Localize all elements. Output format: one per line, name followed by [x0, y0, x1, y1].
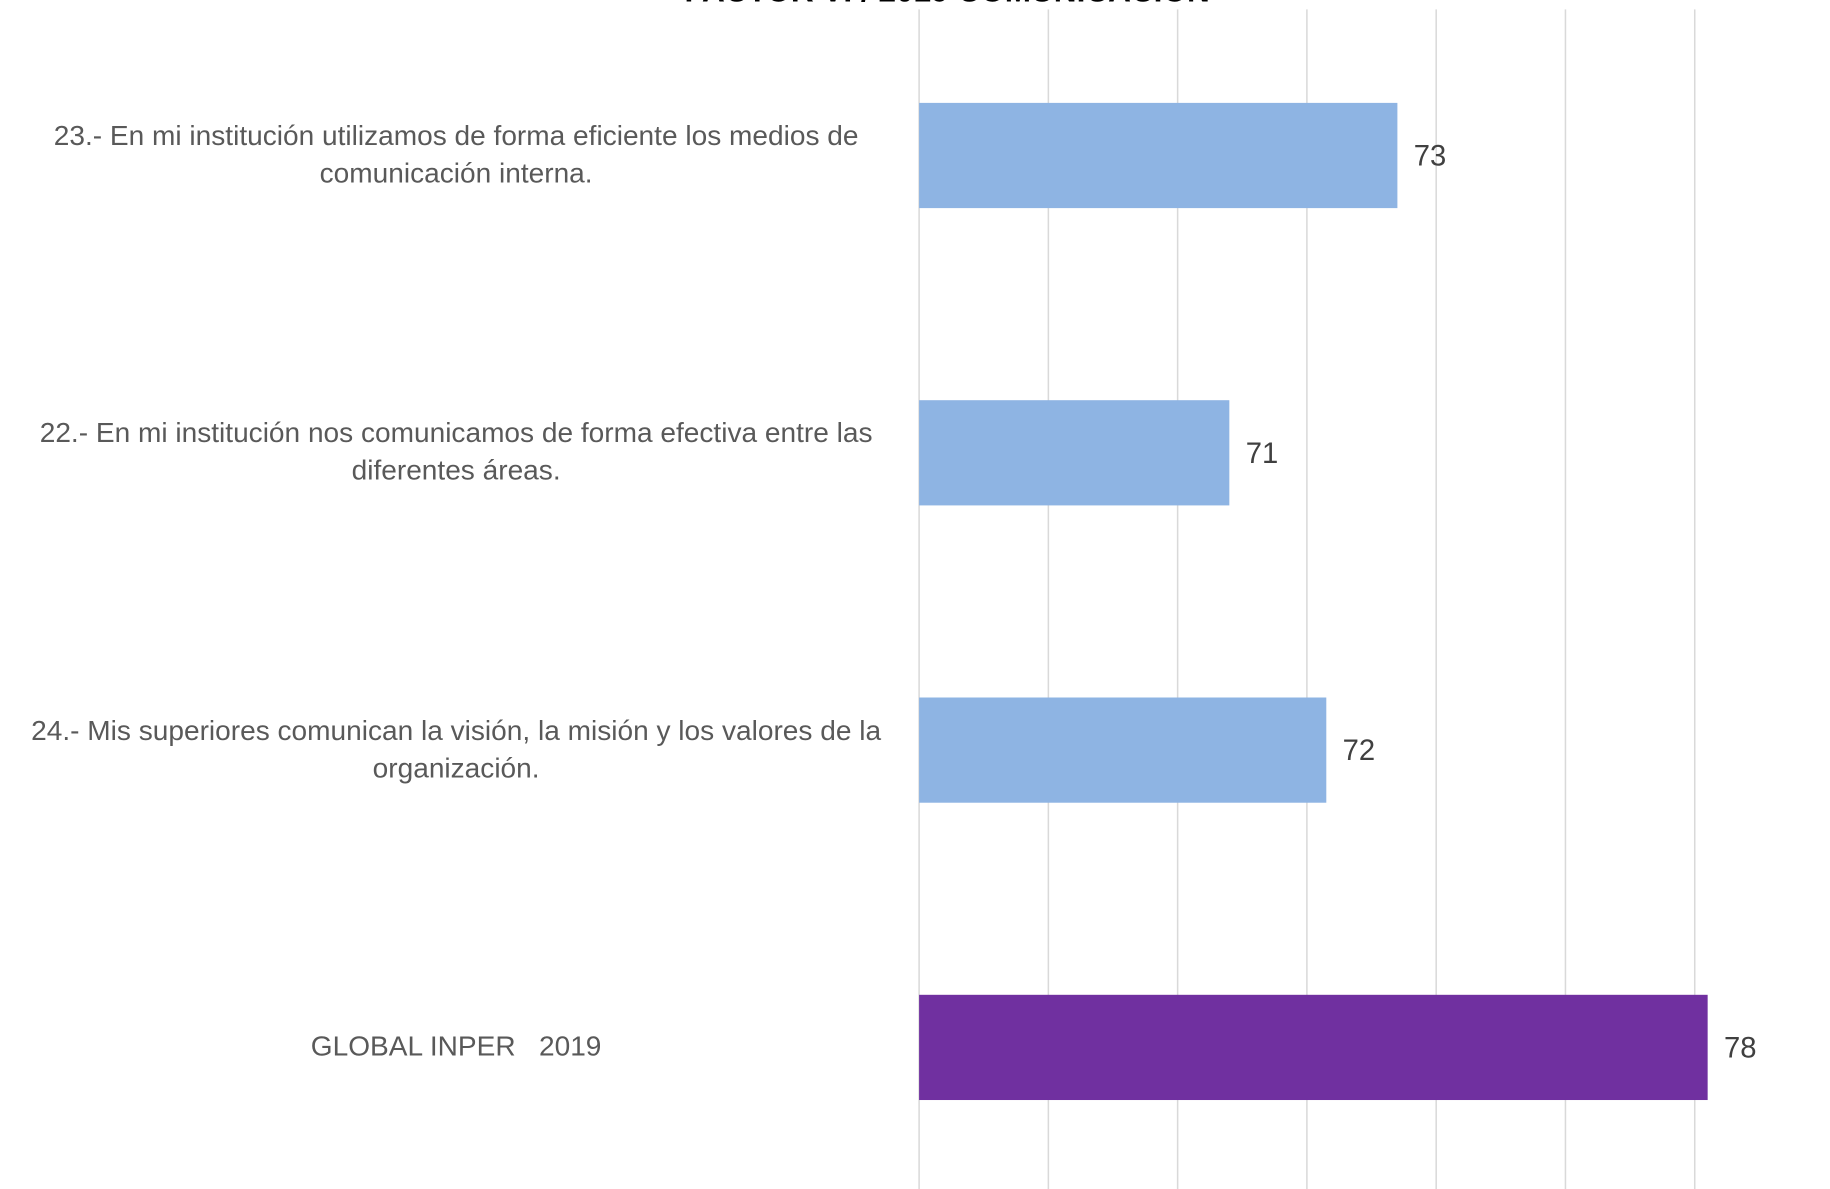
- value-label: 72: [1343, 735, 1376, 767]
- category-label: 24.- Mis superiores comunican la visión,…: [31, 715, 889, 785]
- category-label-box: GLOBAL INPER 2019: [310, 1031, 602, 1063]
- category-label-box: 22.- En mi institución nos comunicamos d…: [39, 417, 881, 487]
- category-label: 23.- En mi institución utilizamos de for…: [53, 120, 867, 190]
- value-label: 73: [1414, 141, 1447, 173]
- value-label: 71: [1246, 438, 1279, 470]
- category-label-box: 23.- En mi institución utilizamos de for…: [53, 120, 867, 190]
- bar: [919, 994, 1708, 1101]
- category-label: 22.- En mi institución nos comunicamos d…: [39, 417, 881, 487]
- bar: [919, 102, 1398, 209]
- bar: [919, 400, 1230, 506]
- value-label: 78: [1724, 1032, 1757, 1064]
- bar: [919, 697, 1327, 803]
- chart-title: FACTOR VI / 2019 COMUNICACIÓN: [685, 0, 1210, 8]
- category-label-box: 24.- Mis superiores comunican la visión,…: [31, 715, 889, 785]
- category-label: GLOBAL INPER 2019: [310, 1031, 602, 1063]
